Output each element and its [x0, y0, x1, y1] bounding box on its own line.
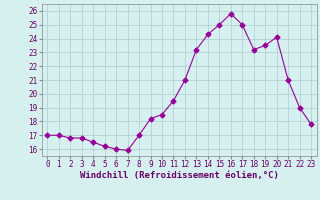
- X-axis label: Windchill (Refroidissement éolien,°C): Windchill (Refroidissement éolien,°C): [80, 171, 279, 180]
